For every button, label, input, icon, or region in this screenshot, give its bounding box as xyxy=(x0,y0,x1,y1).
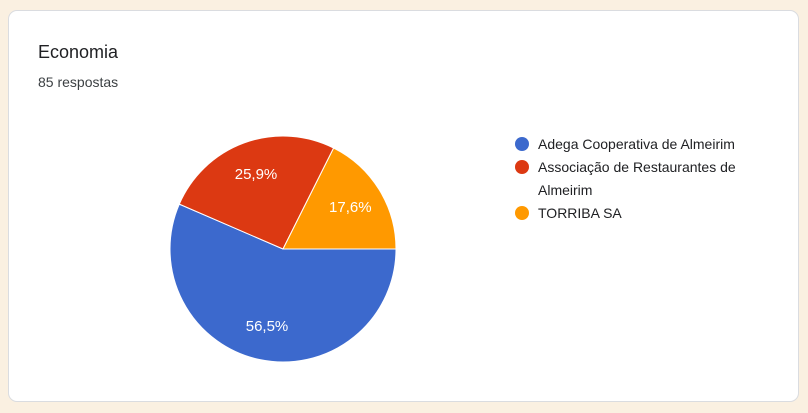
legend-item: Adega Cooperativa de Almeirim xyxy=(515,133,777,156)
response-count: 85 respostas xyxy=(38,74,119,90)
pie-slice[interactable] xyxy=(282,147,397,250)
legend-item: TORRIBA SA xyxy=(515,202,777,225)
legend-color-dot xyxy=(515,160,529,174)
legend-color-dot xyxy=(515,206,529,220)
chart-title: Economia xyxy=(38,42,119,62)
pie-slice-label: 25,9% xyxy=(235,166,278,183)
pie-slice-label: 17,6% xyxy=(329,199,372,216)
legend-label: TORRIBA SA xyxy=(538,205,622,221)
legend-item: Associação de Restaurantes de Almeirim xyxy=(515,156,777,202)
legend-color-dot xyxy=(515,137,529,151)
pie-slice[interactable] xyxy=(178,135,335,250)
chart-legend: Adega Cooperativa de Almeirim Associação … xyxy=(515,133,777,225)
legend-label: Associação de Restaurantes de Almeirim xyxy=(538,159,736,198)
legend-label: Adega Cooperativa de Almeirim xyxy=(538,136,735,152)
pie-slice[interactable] xyxy=(169,203,397,363)
pie-chart: 56,5% 25,9% 17,6% xyxy=(167,133,399,365)
chart-card: Economia 85 respostas 56,5% 25,9% 17,6% Ad… xyxy=(8,10,799,402)
pie-slice-label: 56,5% xyxy=(246,318,289,335)
pie-chart-svg: 56,5% 25,9% 17,6% xyxy=(169,135,397,363)
